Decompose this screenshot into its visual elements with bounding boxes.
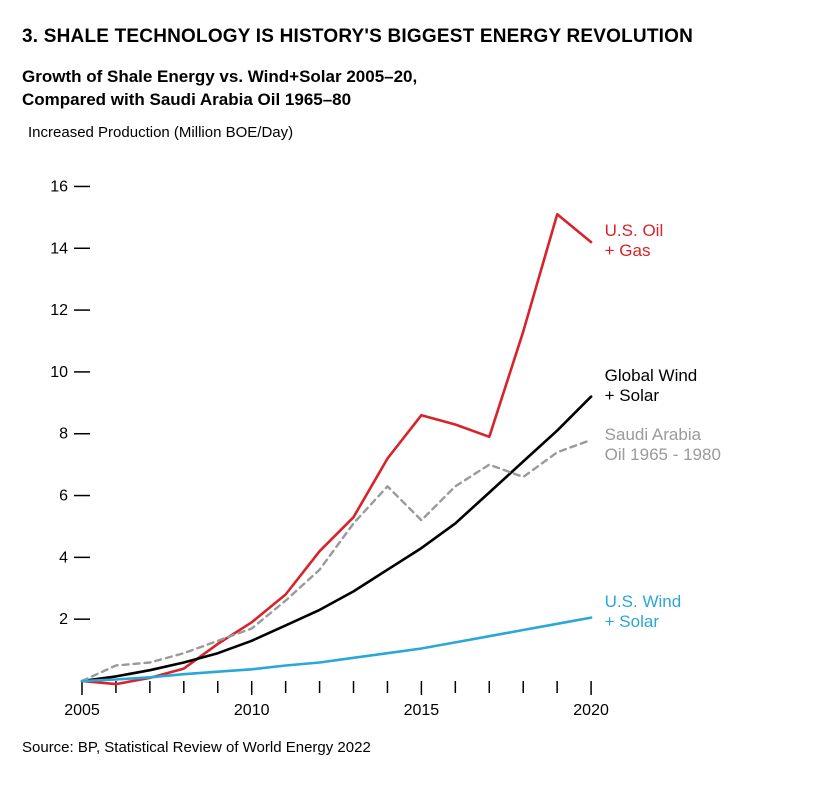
svg-text:10: 10	[50, 364, 68, 381]
svg-text:2010: 2010	[234, 702, 270, 719]
series-label-us_wind_solar-0: U.S. Wind	[605, 592, 682, 611]
subtitle-line1: Growth of Shale Energy vs. Wind+Solar 20…	[22, 67, 417, 86]
chart-svg: 2 4 6 8 10 12 14 16 2005 2010 2015 2020 U.S. Oil+ Ga…	[22, 151, 802, 731]
page-title: 3. SHALE TECHNOLOGY IS HISTORY'S BIGGEST…	[22, 26, 803, 48]
svg-text:2020: 2020	[573, 702, 609, 719]
svg-text:8: 8	[59, 426, 68, 443]
series-label-saudi_oil-1: Oil 1965 - 1980	[605, 445, 721, 464]
svg-text:2015: 2015	[404, 702, 440, 719]
series-label-us_oil_gas-0: U.S. Oil	[605, 221, 664, 240]
chart-page: 3. SHALE TECHNOLOGY IS HISTORY'S BIGGEST…	[0, 0, 821, 795]
svg-text:2005: 2005	[64, 702, 100, 719]
svg-text:4: 4	[59, 549, 68, 566]
line-chart: 2 4 6 8 10 12 14 16 2005 2010 2015 2020 U.S. Oil+ Ga…	[22, 151, 802, 731]
svg-text:6: 6	[59, 487, 68, 504]
series-label-saudi_oil-0: Saudi Arabia	[605, 425, 702, 444]
svg-text:12: 12	[50, 302, 68, 319]
y-axis-label: Increased Production (Million BOE/Day)	[28, 124, 803, 141]
subtitle: Growth of Shale Energy vs. Wind+Solar 20…	[22, 66, 803, 112]
svg-text:14: 14	[50, 240, 68, 257]
svg-text:16: 16	[50, 178, 68, 195]
source-note: Source: BP, Statistical Review of World …	[22, 739, 803, 756]
series-us_oil_gas	[82, 214, 591, 684]
series-us_wind_solar	[82, 617, 591, 680]
series-label-us_wind_solar-1: + Solar	[605, 612, 660, 631]
series-saudi_oil	[82, 440, 591, 681]
subtitle-line2: Compared with Saudi Arabia Oil 1965–80	[22, 90, 351, 109]
series-global_wind_solar	[82, 396, 591, 680]
series-label-global_wind_solar-0: Global Wind	[605, 366, 698, 385]
svg-text:2: 2	[59, 611, 68, 628]
series-label-global_wind_solar-1: + Solar	[605, 386, 660, 405]
series-label-us_oil_gas-1: + Gas	[605, 241, 651, 260]
